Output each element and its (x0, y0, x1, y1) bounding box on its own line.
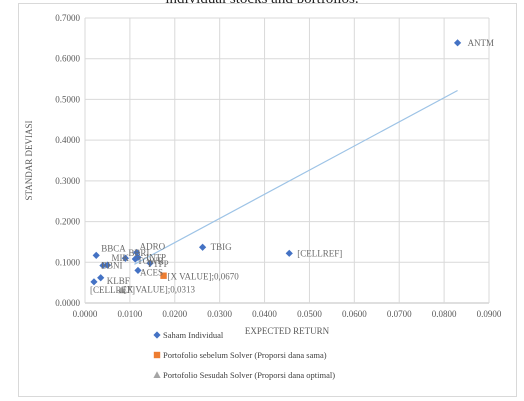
data-point-diamond (146, 259, 154, 267)
x-tick-label: 0.0100 (118, 309, 143, 319)
gridlines (84, 17, 490, 304)
y-tick-label: 0.6000 (55, 54, 80, 64)
data-point-diamond (99, 261, 107, 270)
data-point-diamond (121, 254, 129, 262)
point-label: TOWR (137, 256, 163, 266)
legend-marker (153, 371, 161, 378)
x-tick-label: 0.0800 (432, 309, 457, 319)
legend-marker (153, 351, 161, 359)
point-label: BBCA (101, 243, 126, 253)
y-tick-label: 0.1000 (55, 257, 80, 267)
scatter-chart: 0.0000 0.1000 0.2000 0.3000 0.4000 0.5000 0.60… (24, 13, 502, 380)
point-label: [CELLREF] (90, 285, 135, 295)
data-points (90, 39, 462, 294)
y-axis-title: STANDAR DEVIASI (24, 120, 34, 200)
legend-entry: Saham Individual (163, 330, 224, 340)
x-tick-label: 0.0700 (387, 309, 412, 319)
data-point-diamond (133, 248, 141, 257)
legend-entry: Portofolio sebelum Solver (Proporsi dana… (163, 350, 327, 360)
y-tick-label: 0.4000 (55, 135, 80, 145)
y-tick-label: 0.2000 (55, 217, 80, 227)
axes: 0.0000 0.1000 0.2000 0.3000 0.4000 0.5000 0.60… (55, 13, 502, 319)
point-label: ANTM (468, 38, 495, 48)
point-label: BBRI (128, 248, 149, 258)
trendline (134, 89, 458, 265)
point-label: PTPP (148, 259, 169, 269)
y-tick-label: 0.3000 (55, 176, 80, 186)
data-point-diamond (103, 261, 112, 269)
point-label: INTP (146, 252, 166, 262)
x-tick-label: 0.0600 (342, 309, 367, 319)
data-point-square (160, 272, 167, 279)
data-point-diamond (90, 278, 98, 286)
y-tick-label: 0.0000 (55, 298, 80, 308)
data-point-diamond (97, 274, 105, 282)
point-label: ADRO (140, 242, 166, 252)
legend-marker (153, 331, 161, 339)
legend: Saham Individual Portofolio sebelum Solve… (153, 330, 335, 380)
legend-entry: Portofolio Sesudah Solver (Proporsi dana… (163, 370, 335, 380)
data-point-diamond (453, 39, 462, 47)
point-label: TBIG (211, 242, 232, 252)
point-label: BBNI (101, 261, 123, 271)
linear-trendline (134, 89, 458, 265)
x-tick-label: 0.0200 (162, 309, 187, 319)
x-tick-label: 0.0900 (477, 309, 502, 319)
point-label: KLBF (107, 276, 130, 286)
point-label: [X VALUE];0,0670 (168, 272, 240, 282)
x-tick-label: 0.0300 (207, 309, 232, 319)
point-label: [CELLREF] (297, 248, 342, 258)
data-point-diamond (92, 251, 100, 259)
x-tick-label: 0.0000 (73, 309, 98, 319)
y-tick-label: 0.7000 (55, 13, 80, 23)
data-point-triangle (118, 286, 126, 294)
point-label: ACES (140, 267, 163, 277)
data-point-diamond (199, 243, 207, 251)
x-axis-title: EXPECTED RETURN (245, 326, 330, 336)
y-tick-label: 0.5000 (55, 94, 80, 104)
data-point-diamond (285, 249, 293, 257)
point-label: MIK (111, 253, 129, 263)
chart-area: 0.0000 0.1000 0.2000 0.3000 0.4000 0.5000 0.60… (18, 3, 517, 397)
x-tick-label: 0.0400 (252, 309, 277, 319)
x-tick-label: 0.0500 (297, 309, 322, 319)
point-label: [X VALUE];0,0313 (124, 284, 196, 294)
